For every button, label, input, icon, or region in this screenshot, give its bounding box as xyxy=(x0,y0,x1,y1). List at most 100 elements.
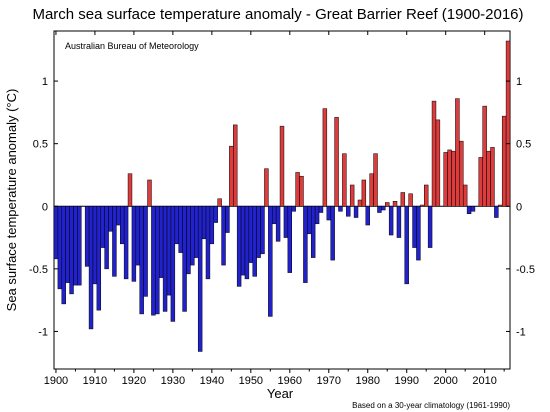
bar-1998 xyxy=(435,119,441,207)
x-tick-label-1980: 1980 xyxy=(356,375,380,387)
bar-1971 xyxy=(330,206,335,261)
bar-2011 xyxy=(486,150,491,207)
bar-1986 xyxy=(388,206,394,236)
bar-1995 xyxy=(424,184,429,207)
bar-1979 xyxy=(361,179,367,207)
bar-1948 xyxy=(240,206,246,276)
x-tick-label-1990: 1990 xyxy=(394,375,418,387)
y-axis-title: Sea surface temperature anomaly (°C) xyxy=(4,89,19,312)
bar-1918 xyxy=(123,206,129,280)
bar-1967 xyxy=(314,206,320,225)
bar-1962 xyxy=(295,172,300,207)
bar-1952 xyxy=(256,206,261,258)
bar-1904 xyxy=(69,206,74,295)
bar-1911 xyxy=(96,206,102,311)
y-tick-label-left-2: 0 xyxy=(42,201,48,213)
bar-2004 xyxy=(459,140,464,207)
bar-1964 xyxy=(303,206,308,283)
bar-1921 xyxy=(135,206,141,266)
bar-1906 xyxy=(77,206,82,286)
bar-1932 xyxy=(178,206,183,253)
bar-1940 xyxy=(209,206,215,245)
bar-2009 xyxy=(478,157,483,207)
bar-1939 xyxy=(205,206,211,280)
bar-1900 xyxy=(53,206,59,260)
bar-1944 xyxy=(225,206,230,233)
bar-1960 xyxy=(287,206,293,273)
x-tick-label-1900: 1900 xyxy=(44,375,68,387)
x-tick-label-2000: 2000 xyxy=(433,375,457,387)
bar-1910 xyxy=(92,206,98,285)
bar-1914 xyxy=(108,206,113,232)
y-tick-label-right-0: -1 xyxy=(516,326,526,338)
bar-1983 xyxy=(377,206,382,213)
bar-1946 xyxy=(233,124,238,207)
x-tick-label-1970: 1970 xyxy=(317,375,341,387)
bar-1989 xyxy=(400,192,406,207)
bar-2005 xyxy=(462,184,468,207)
bar-1913 xyxy=(104,206,109,270)
x-tick-label-1920: 1920 xyxy=(122,375,146,387)
bar-1935 xyxy=(190,206,195,266)
bar-2007 xyxy=(470,206,476,212)
bar-1933 xyxy=(182,206,187,312)
bar-1943 xyxy=(221,206,226,266)
bar-1980 xyxy=(365,206,370,226)
bar-1934 xyxy=(186,206,191,275)
x-ticks: 1900 1910 1920 1930 1940 1950 1960 1970 1980 1990… xyxy=(44,31,505,387)
bar-2012 xyxy=(490,147,495,207)
bar-1951 xyxy=(252,206,257,277)
bar-2013 xyxy=(494,206,499,218)
bar-1949 xyxy=(244,206,250,280)
bar-1920 xyxy=(131,206,137,282)
bar-1959 xyxy=(283,206,289,238)
y-tick-label-left-3: 0.5 xyxy=(33,139,48,151)
bar-1915 xyxy=(112,206,117,277)
bar-1945 xyxy=(229,145,234,207)
x-tick-label-1960: 1960 xyxy=(278,375,302,387)
x-axis-title: Year xyxy=(267,386,294,401)
bar-1976 xyxy=(349,184,355,207)
x-tick-label-1940: 1940 xyxy=(200,375,224,387)
bar-1987 xyxy=(392,201,398,207)
bar-1912 xyxy=(100,206,105,248)
bar-1905 xyxy=(73,206,78,286)
x-tick-label-1950: 1950 xyxy=(239,375,263,387)
bar-1991 xyxy=(408,193,413,207)
bar-1982 xyxy=(373,153,378,207)
y-tick-label-right-1: -0.5 xyxy=(516,264,535,276)
bar-1901 xyxy=(57,206,63,290)
climatology-note: Based on a 30-year climatology (1961-199… xyxy=(352,401,510,410)
bar-1994 xyxy=(420,204,425,207)
bar-1902 xyxy=(61,206,66,305)
bar-1970 xyxy=(326,206,331,221)
bar-1985 xyxy=(385,202,390,207)
bar-1930 xyxy=(170,206,176,322)
bar-1919 xyxy=(127,173,133,207)
bar-1969 xyxy=(322,108,328,207)
bar-1950 xyxy=(248,206,254,263)
bar-1931 xyxy=(174,206,179,245)
bar-1903 xyxy=(65,206,70,283)
bar-2000 xyxy=(443,152,448,207)
bar-1929 xyxy=(166,206,172,296)
bar-1965 xyxy=(307,206,312,235)
bar-1990 xyxy=(404,206,409,285)
bar-2010 xyxy=(482,105,487,207)
bar-1941 xyxy=(213,206,218,223)
bar-1961 xyxy=(291,206,296,212)
bar-1928 xyxy=(162,206,168,312)
bar-1992 xyxy=(412,206,417,248)
bar-1996 xyxy=(427,206,433,248)
bar-2006 xyxy=(466,206,472,215)
bar-2016 xyxy=(505,40,511,207)
bar-1993 xyxy=(416,206,421,261)
y-tick-label-left-4: 1 xyxy=(42,76,48,88)
bar-1953 xyxy=(260,206,265,255)
bar-1966 xyxy=(310,206,316,258)
bar-1981 xyxy=(369,173,374,207)
y-tick-label-right-3: 0.5 xyxy=(516,139,531,151)
bar-1936 xyxy=(194,206,199,258)
bar-1958 xyxy=(279,125,285,207)
